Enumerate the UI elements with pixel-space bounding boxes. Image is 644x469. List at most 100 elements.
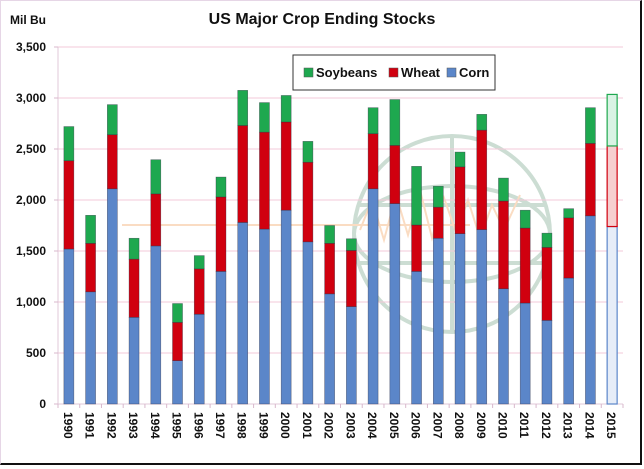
legend: Soybeans Wheat Corn <box>292 54 496 91</box>
bar-soybeans-2005 <box>389 99 401 146</box>
bar-corn-1999 <box>259 228 270 405</box>
bar-wheat-2001 <box>302 161 314 243</box>
bar-corn-2015 <box>606 225 618 405</box>
bar-wheat-1998 <box>237 125 249 223</box>
bar-wheat-2012 <box>541 247 553 321</box>
bar-wheat-2010 <box>498 200 509 290</box>
bar-corn-2013 <box>563 277 574 405</box>
x-tick-label: 2009 <box>474 412 488 439</box>
bar-corn-2014 <box>585 215 596 405</box>
x-tick-label: 2004 <box>365 412 379 439</box>
x-tick-label: 2001 <box>300 412 314 439</box>
bar-wheat-2011 <box>519 227 531 304</box>
x-tick-label: 2005 <box>387 412 401 439</box>
bar-soybeans-2013 <box>563 208 574 219</box>
bar-soybeans-1991 <box>85 215 96 244</box>
bar-corn-2007 <box>432 237 444 405</box>
bar-soybeans-1992 <box>107 104 118 136</box>
bar-wheat-1990 <box>63 160 75 250</box>
bar-soybeans-2001 <box>302 141 314 163</box>
bar-corn-1990 <box>63 248 75 405</box>
bar-wheat-2014 <box>585 143 596 217</box>
bar-soybeans-1996 <box>193 255 205 270</box>
bar-corn-2008 <box>454 233 466 405</box>
bar-wheat-2004 <box>367 133 379 190</box>
x-tick-label: 2010 <box>495 412 509 439</box>
legend-label-soybeans: Soybeans <box>316 65 377 80</box>
bar-wheat-2007 <box>432 206 444 239</box>
x-tick-label: 1997 <box>213 412 227 439</box>
legend-swatch-soybeans <box>303 67 314 78</box>
bar-soybeans-2011 <box>519 209 531 229</box>
bar-corn-2006 <box>411 271 422 405</box>
y-tick-label: 2,500 <box>16 142 46 156</box>
x-tick-label: 1999 <box>256 412 270 439</box>
bar-soybeans-1990 <box>63 126 75 162</box>
bar-corn-2012 <box>541 320 553 405</box>
x-tick-label: 1995 <box>170 412 184 439</box>
bar-wheat-2005 <box>389 145 401 204</box>
bar-corn-1991 <box>85 291 96 405</box>
bar-corn-1992 <box>107 188 118 405</box>
bar-corn-2010 <box>498 288 509 405</box>
y-axis-ticks: 0 500 1,000 1,500 2,000 2,500 3,000 3,500 <box>16 40 58 411</box>
bar-corn-2004 <box>367 188 379 405</box>
bar-wheat-1993 <box>128 258 140 318</box>
x-tick-label: 2006 <box>409 412 423 439</box>
legend-swatch-corn <box>446 67 457 78</box>
bar-wheat-1991 <box>85 243 96 293</box>
bar-soybeans-2012 <box>541 232 553 248</box>
y-tick-label: 3,500 <box>16 40 46 54</box>
y-tick-label: 0 <box>39 397 46 411</box>
bar-soybeans-2000 <box>280 95 292 123</box>
y-axis-label: Mil Bu <box>10 13 46 27</box>
bar-soybeans-1993 <box>128 237 140 260</box>
bar-wheat-1994 <box>150 193 162 247</box>
bar-wheat-2009 <box>476 129 488 230</box>
bar-soybeans-2004 <box>367 107 379 135</box>
bar-corn-1998 <box>237 222 249 405</box>
bar-wheat-1999 <box>259 131 270 230</box>
bar-soybeans-1997 <box>215 176 227 198</box>
bar-corn-1994 <box>150 245 162 405</box>
y-tick-label: 1,500 <box>16 244 46 258</box>
y-tick-label: 500 <box>26 346 46 360</box>
x-tick-label: 1990 <box>61 412 75 439</box>
bar-wheat-2000 <box>280 121 292 211</box>
bar-soybeans-2006 <box>411 166 422 226</box>
bar-soybeans-2014 <box>585 107 596 144</box>
bar-corn-2009 <box>476 229 488 405</box>
bar-wheat-2013 <box>563 217 574 279</box>
bar-corn-2005 <box>389 203 401 405</box>
legend-label-wheat: Wheat <box>401 65 441 80</box>
x-tick-label: 1991 <box>83 412 97 439</box>
y-tick-label: 1,000 <box>16 295 46 309</box>
legend-swatch-wheat <box>388 67 399 78</box>
bar-corn-2003 <box>346 306 357 405</box>
x-axis-ticks: 1990 1991 1992 1993 1994 1995 1996 1997 1998 1999… <box>57 404 624 439</box>
x-tick-label: 2013 <box>561 412 575 439</box>
bar-soybeans-2008 <box>454 151 466 168</box>
bar-wheat-1996 <box>193 268 205 315</box>
bar-soybeans-1999 <box>259 102 270 133</box>
chart-title: US Major Crop Ending Stocks <box>209 11 436 28</box>
bar-corn-2002 <box>324 293 335 405</box>
x-tick-label: 1993 <box>126 412 140 439</box>
x-tick-label: 2014 <box>582 412 596 439</box>
x-tick-label: 2008 <box>452 412 466 439</box>
x-tick-label: 2002 <box>322 412 336 439</box>
bar-wheat-1992 <box>107 134 118 190</box>
x-tick-label: 2011 <box>517 412 531 438</box>
bar-wheat-1997 <box>215 196 227 272</box>
x-tick-label: 2015 <box>604 412 618 439</box>
x-tick-label: 1996 <box>191 412 205 439</box>
bar-wheat-2003 <box>346 250 357 307</box>
bar-soybeans-2015 <box>606 93 618 147</box>
x-tick-label: 2012 <box>539 412 553 439</box>
bar-wheat-2008 <box>454 166 466 234</box>
bar-soybeans-2009 <box>476 114 488 131</box>
x-tick-label: 2007 <box>430 412 444 439</box>
bar-wheat-2015 <box>606 145 618 228</box>
